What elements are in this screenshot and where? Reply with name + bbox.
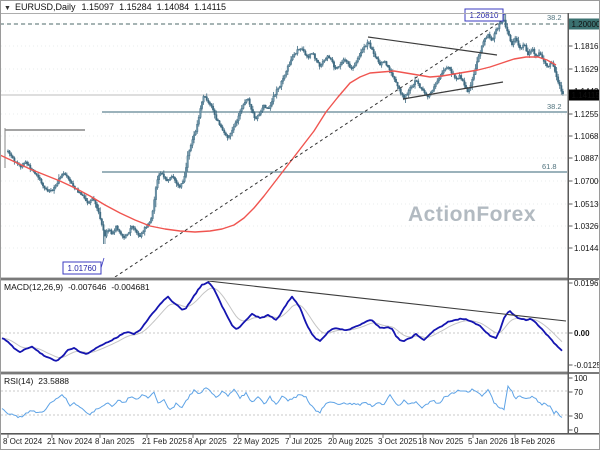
ohlc-open: 1.15097	[82, 2, 115, 12]
titlebar-divider	[0, 13, 600, 14]
axis-tick-label: 1.18165	[574, 42, 600, 51]
axis-tick-label: 1.05130	[574, 200, 600, 209]
symbol-dropdown-icon[interactable]: ▼	[4, 5, 11, 12]
axis-tick-label: 0	[574, 426, 579, 435]
separator-bottom-edge	[0, 280, 569, 281]
current-price-box	[569, 89, 600, 101]
price-axis: 1.200001.181651.162951.144251.125551.106…	[569, 18, 600, 435]
level-lines	[0, 23, 567, 173]
level-price-box-text: 1.20000	[572, 20, 600, 29]
axis-tick-label: 1.01445	[574, 244, 600, 253]
macd-series	[1, 281, 567, 362]
axis-tick-label: 1.12555	[574, 110, 600, 119]
axis-tick-label: 1.07000	[574, 177, 600, 186]
wedge-upper-trendline	[367, 36, 498, 56]
fib-level-label: 38.2	[547, 102, 562, 111]
ohlc-high: 1.15284	[119, 2, 152, 12]
rsi-label: RSI(14)	[4, 376, 33, 386]
fib-level-label: 38.2	[547, 13, 562, 22]
axis-tick-label: 1.16295	[574, 65, 600, 74]
time-axis-border	[0, 433, 600, 435]
axis-tick-label: 0.00	[574, 329, 590, 338]
actionforex-watermark: ActionForex	[408, 203, 536, 226]
rsi-line	[1, 384, 563, 419]
axis-tick-label: 1.08870	[574, 154, 600, 163]
time-axis-label: 7 Jul 2025	[285, 437, 322, 446]
ma-red-line	[1, 56, 557, 233]
fib-level-label: 61.8	[542, 162, 557, 171]
time-axis-label: 21 Nov 2024	[47, 437, 93, 446]
pane-separator-rsi[interactable]	[0, 372, 600, 374]
separator-top-edge	[0, 277, 569, 278]
axis-tick-label: 30	[574, 412, 583, 421]
wedge-lower-trendline	[402, 81, 504, 100]
time-axis-label: 3 Oct 2025	[378, 437, 418, 446]
axis-tick-label: 1.03260	[574, 222, 600, 231]
separator2-top-edge	[0, 371, 569, 372]
current-price-box-text: 1.14115	[572, 91, 600, 100]
macd-resistance-trendline	[207, 281, 567, 322]
time-axis: 8 Oct 2024 21 Nov 2024 8 Jan 2025 21 Feb 20…	[3, 434, 555, 446]
time-axis-label: 20 Aug 2025	[328, 437, 373, 446]
high-callout	[464, 8, 504, 22]
macd-indicator-title: MACD(12,26,9) -0.007646 -0.004681	[4, 282, 150, 292]
ohlc-close: 1.14115	[194, 2, 226, 12]
axis-tick-label: 0.019679	[574, 279, 600, 288]
symbol-period-label: EURUSD,Daily	[15, 2, 76, 12]
macd-label: MACD(12,26,9)	[4, 282, 63, 292]
time-axis-label: 8 Jan 2025	[95, 437, 135, 446]
macd-signal-value: -0.004681	[111, 282, 150, 292]
time-axis-label: 8 Apr 2025	[188, 437, 227, 446]
ohlc-low: 1.14084	[157, 2, 190, 12]
time-axis-label: 18 Feb 2026	[510, 437, 555, 446]
level-price-box	[569, 18, 600, 30]
macd-signal-line	[1, 287, 563, 359]
axis-tick-label: 100	[574, 374, 588, 383]
low-callout-text: 1.01760	[68, 264, 97, 273]
rsi-indicator-title: RSI(14) 23.5888	[4, 376, 69, 386]
axis-tick-label: -0.012552	[574, 361, 600, 370]
price-axis-border	[567, 13, 569, 434]
rsi-series	[1, 384, 567, 419]
axis-tick-label: 70	[574, 388, 583, 397]
trendline-annotations: 38.2 38.2 61.8 1.20810 1.01760	[62, 8, 562, 278]
low-callout	[62, 261, 102, 275]
high-callout-text: 1.20810	[470, 11, 499, 20]
macd-main-value: -0.007646	[68, 282, 107, 292]
time-axis-label: 18 Nov 2025	[418, 437, 464, 446]
axis-strip-background	[569, 14, 600, 434]
chart-title: EURUSD,Daily 1.15097 1.15284 1.14084 1.14115	[15, 2, 226, 12]
moving-average-line	[1, 56, 557, 233]
axis-tick-label: 1.10685	[574, 132, 600, 141]
time-axis-label: 8 Oct 2024	[3, 437, 43, 446]
macd-main-line	[1, 281, 563, 362]
dashed-support-trendline	[114, 19, 504, 278]
time-axis-label: 22 May 2025	[233, 437, 280, 446]
separator2-bottom-edge	[0, 374, 569, 375]
rsi-value: 23.5888	[38, 376, 69, 386]
time-axis-label: 5 Jan 2026	[468, 437, 508, 446]
time-axis-label: 21 Feb 2025	[142, 437, 187, 446]
pane-separator-macd[interactable]	[0, 278, 600, 280]
